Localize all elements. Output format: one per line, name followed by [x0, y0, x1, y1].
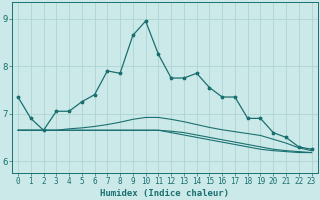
X-axis label: Humidex (Indice chaleur): Humidex (Indice chaleur) [100, 189, 229, 198]
